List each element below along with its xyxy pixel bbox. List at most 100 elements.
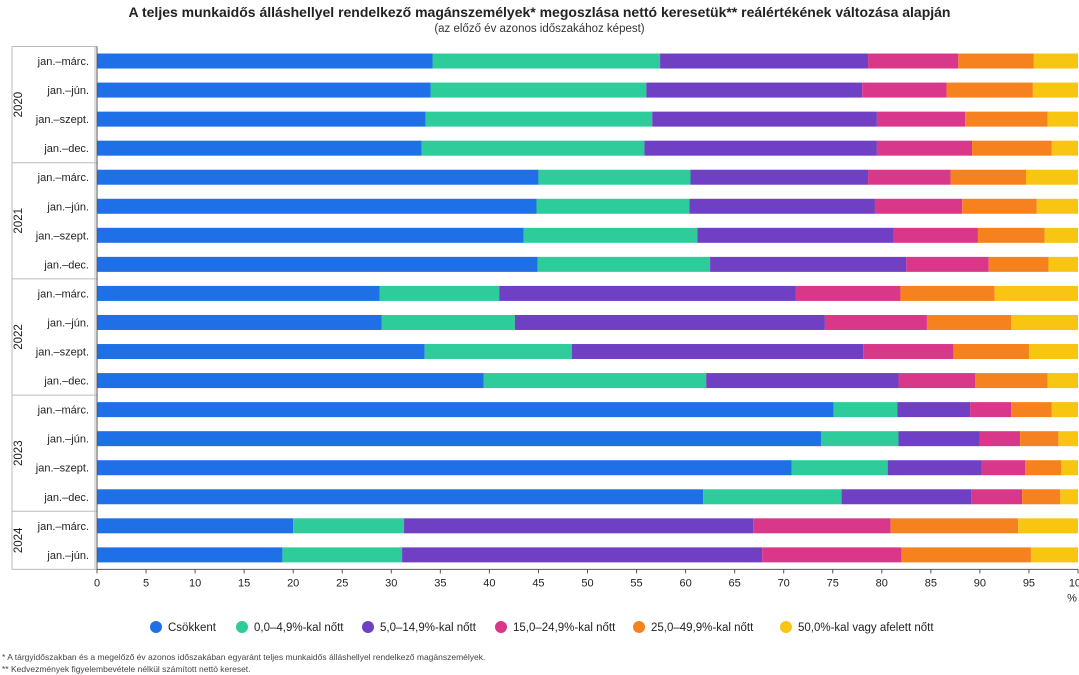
bar-row3-series3: [652, 111, 877, 127]
bar-row5-series5: [950, 169, 1027, 185]
footnote-1: * A tárgyidőszakban és a megelőző év azo…: [2, 652, 486, 662]
bar-row12-series1: [97, 373, 484, 389]
bar-row3-series2: [425, 111, 653, 127]
bar-row9-series1: [97, 285, 380, 301]
bar-row10-series1: [97, 314, 382, 330]
bar-row17-series6: [1018, 518, 1078, 534]
category-label: jan.–jún.: [46, 550, 89, 562]
bar-row16-series1: [97, 489, 704, 505]
x-tick-label: 40: [483, 577, 495, 589]
bar-row11-series2: [424, 344, 572, 360]
bar-row17-series1: [97, 518, 294, 534]
bar-row10-series2: [381, 314, 515, 330]
bar-row16-series2: [703, 489, 842, 505]
x-tick-label: 25: [336, 577, 348, 589]
bar-row6-series4: [874, 198, 963, 214]
bar-row4-series4: [876, 140, 973, 156]
bar-row6-series1: [97, 198, 537, 214]
bar-row7-series5: [977, 227, 1045, 243]
bar-row14-series2: [820, 431, 899, 447]
chart-title: A teljes munkaidős álláshellyel rendelke…: [128, 4, 951, 20]
bar-row4-series2: [421, 140, 645, 156]
legend-label: 50,0%-kal vagy afelett nőtt: [798, 622, 934, 634]
x-axis-unit-label: %: [1067, 592, 1077, 604]
bar-row13-series6: [1051, 402, 1078, 418]
x-tick-label: 20: [287, 577, 299, 589]
legend-label: 15,0–24,9%-kal nőtt: [513, 622, 616, 634]
bar-row8-series6: [1048, 256, 1078, 272]
bar-row11-series3: [571, 344, 864, 360]
legend-marker: [362, 621, 374, 633]
bar-row11-series6: [1028, 344, 1078, 360]
bar-row18-series3: [402, 547, 763, 563]
bar-row14-series1: [97, 431, 821, 447]
legend-marker: [150, 621, 162, 633]
bar-row7-series1: [97, 227, 524, 243]
bar-row8-series5: [988, 256, 1049, 272]
bar-row15-series6: [1061, 460, 1078, 476]
bar-row5-series4: [868, 169, 951, 185]
bar-row6-series6: [1036, 198, 1078, 214]
bar-row12-series3: [706, 373, 899, 389]
bar-row1-series5: [958, 53, 1034, 69]
category-label: jan.–dec.: [43, 492, 89, 504]
bar-row18-series2: [282, 547, 403, 563]
bar-row16-series6: [1060, 489, 1078, 505]
category-label: jan.–márc.: [37, 288, 89, 300]
group-label: 2020: [13, 92, 25, 118]
x-tick-label: 45: [532, 577, 544, 589]
bar-row18-series5: [901, 547, 1031, 563]
bar-row1-series2: [432, 53, 661, 69]
bar-row3-series4: [876, 111, 966, 127]
bar-row4-series3: [644, 140, 877, 156]
bar-row16-series5: [1022, 489, 1061, 505]
bar-row10-series4: [824, 314, 927, 330]
bar-row9-series2: [379, 285, 500, 301]
x-tick-label: 100: [1069, 577, 1079, 589]
category-label: jan.–szept.: [35, 114, 89, 126]
bar-row12-series4: [898, 373, 975, 389]
bar-row7-series6: [1044, 227, 1078, 243]
bar-row2-series5: [946, 82, 1033, 98]
x-tick-label: 10: [189, 577, 201, 589]
x-tick-label: 75: [827, 577, 839, 589]
bar-row4-series5: [972, 140, 1052, 156]
bar-row9-series4: [795, 285, 901, 301]
footnote-2: ** Kedvezmények figyelembevétele nélkül …: [2, 664, 251, 674]
bar-row3-series1: [97, 111, 426, 127]
x-tick-label: 80: [876, 577, 888, 589]
legend-label: Csökkent: [168, 622, 217, 634]
bar-row15-series3: [887, 460, 982, 476]
bar-row6-series5: [962, 198, 1037, 214]
category-label: jan.–jún.: [46, 317, 89, 329]
bar-row8-series3: [710, 256, 907, 272]
bar-row9-series3: [499, 285, 796, 301]
legend-marker: [780, 621, 792, 633]
legend-marker: [236, 621, 248, 633]
bar-row10-series5: [926, 314, 1012, 330]
bar-row14-series4: [979, 431, 1021, 447]
bar-row4-series6: [1051, 140, 1078, 156]
bar-row17-series3: [404, 518, 754, 534]
legend-label: 25,0–49,9%-kal nőtt: [651, 622, 754, 634]
bar-row10-series6: [1011, 314, 1078, 330]
bar-row2-series1: [97, 82, 431, 98]
bar-row7-series4: [893, 227, 978, 243]
bar-row5-series2: [538, 169, 691, 185]
bar-row12-series6: [1047, 373, 1078, 389]
category-label: jan.–márc.: [37, 56, 89, 68]
category-label: jan.–márc.: [37, 405, 89, 417]
bar-row18-series1: [97, 547, 283, 563]
bar-row18-series4: [762, 547, 902, 563]
bar-row16-series3: [841, 489, 972, 505]
bar-row8-series2: [537, 256, 711, 272]
x-tick-label: 70: [778, 577, 790, 589]
legend-label: 5,0–14,9%-kal nőtt: [380, 622, 477, 634]
bar-row3-series6: [1047, 111, 1078, 127]
bar-row4-series1: [97, 140, 422, 156]
bar-row2-series3: [646, 82, 863, 98]
bar-row7-series3: [697, 227, 894, 243]
bar-row15-series2: [791, 460, 888, 476]
x-tick-label: 95: [1023, 577, 1035, 589]
